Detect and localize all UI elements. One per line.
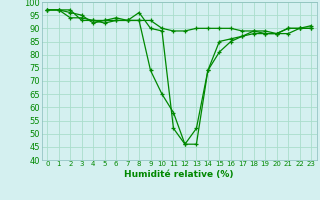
X-axis label: Humidité relative (%): Humidité relative (%) <box>124 170 234 179</box>
